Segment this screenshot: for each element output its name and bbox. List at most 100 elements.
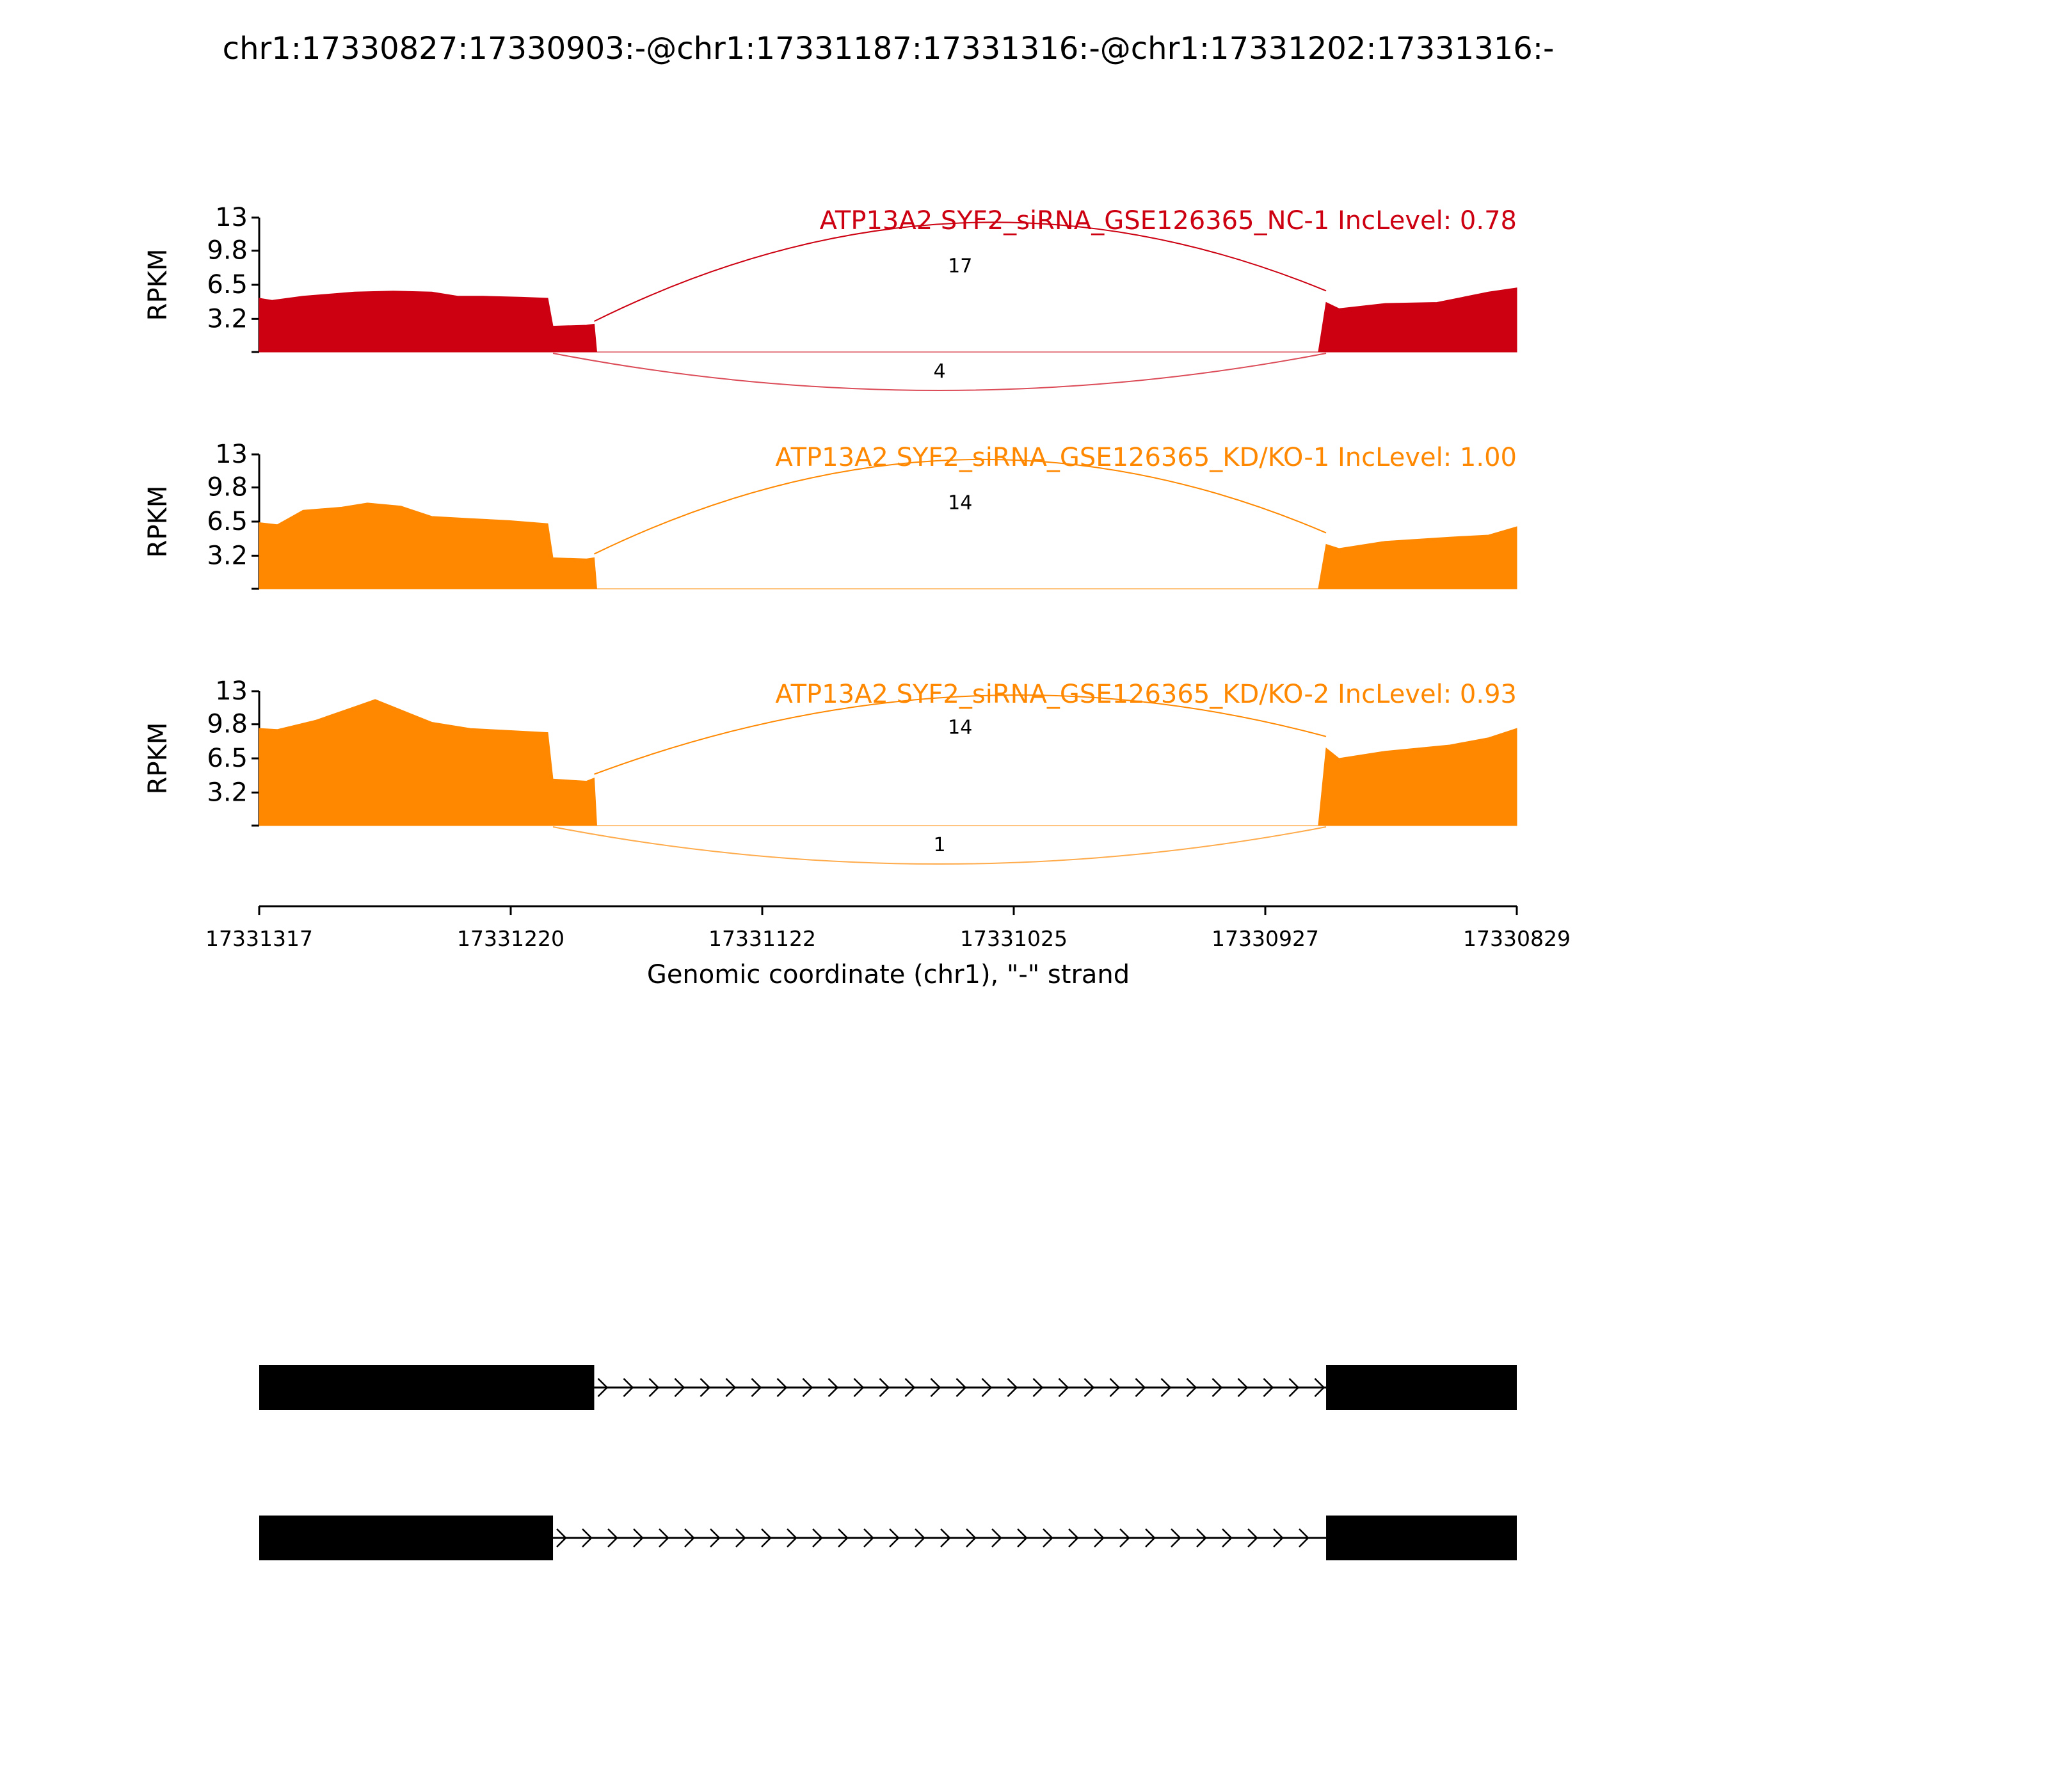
junction-count-label: 14 [948,716,972,739]
x-tick-label: 17331122 [708,926,816,951]
intron-arrow [1068,1528,1079,1548]
x-axis-label: Genomic coordinate (chr1), "-" strand [647,960,1130,989]
y-tick-label: 13 [215,440,248,469]
x-tick-label: 17330829 [1463,926,1571,951]
intron-arrow [582,1528,593,1548]
intron-arrow [684,1528,695,1548]
intron-arrow [828,1378,839,1397]
intron-arrow [802,1378,813,1397]
intron-arrow [1222,1528,1233,1548]
x-tick-label: 17331220 [457,926,564,951]
intron-arrow [597,1378,609,1397]
y-tick-label: 6.5 [207,744,248,773]
junction-arc [552,826,1327,865]
intron-arrow [751,1378,762,1397]
intron-arrow [1043,1528,1053,1548]
coverage-panels: ATP13A2 SYF2_siRNA_GSE126365_NC-1 IncLev… [143,203,1517,865]
y-tick-label: 9.8 [207,473,248,502]
panel-title: ATP13A2 SYF2_siRNA_GSE126365_NC-1 IncLev… [820,206,1517,236]
intron-arrow [863,1528,874,1548]
junction-arc [594,694,1327,775]
intron-arrow [956,1378,967,1397]
junction-count-label: 17 [948,255,972,277]
intron-arrow [1237,1378,1249,1397]
coverage-area [259,287,1517,353]
intron-arrow [853,1378,865,1397]
intron-arrow [1145,1528,1156,1548]
y-axis-label: RPKM [143,249,173,321]
intron-arrow [1196,1528,1207,1548]
intron-arrow [710,1528,721,1548]
intron-arrow [1032,1378,1044,1397]
y-tick-label: 3.2 [207,541,248,570]
intron-arrow [776,1378,788,1397]
intron-arrow [812,1528,823,1548]
exon-block [259,1365,595,1410]
intron-arrow [1247,1528,1258,1548]
intron-arrow [633,1528,644,1548]
intron-arrow [1007,1378,1018,1397]
x-tick-label: 17331025 [960,926,1068,951]
intron-arrow [1273,1528,1284,1548]
intron-arrow [674,1378,685,1397]
y-axis-label: RPKM [143,723,173,795]
intron-arrow [966,1528,977,1548]
intron-arrow [648,1378,660,1397]
y-tick-label: 3.2 [207,304,248,333]
exon-block [259,1516,554,1560]
panel-title: ATP13A2 SYF2_siRNA_GSE126365_KD/KO-1 Inc… [775,443,1517,472]
isoform-track [259,1365,1517,1560]
coverage-panel: ATP13A2 SYF2_siRNA_GSE126365_NC-1 IncLev… [143,203,1517,391]
panel-title: ATP13A2 SYF2_siRNA_GSE126365_KD/KO-2 Inc… [775,680,1517,709]
junction-label-bg [931,253,989,276]
intron-arrow [1109,1378,1121,1397]
junction-label-bg [911,832,969,855]
junction-label-bg [931,490,989,513]
y-tick-label: 9.8 [207,710,248,739]
y-tick-label: 6.5 [207,507,248,536]
intron-arrow [1186,1378,1197,1397]
intron-arrow [1212,1378,1223,1397]
intron-arrow [1314,1378,1325,1397]
intron-arrow [1160,1378,1172,1397]
y-tick-label: 13 [215,203,248,232]
junction-count-label: 1 [933,834,945,856]
coverage-area [259,502,1517,589]
junction-count-label: 14 [948,492,972,515]
x-tick-label: 17331317 [205,926,313,951]
intron-arrow [607,1528,618,1548]
intron-arrow [725,1378,737,1397]
junction-arc [552,353,1327,391]
x-axis: 17331317 17331220 17331122 17331025 17330927… [205,905,1571,951]
intron-arrow [787,1528,797,1548]
intron-arrow [1094,1528,1105,1548]
exon-block [1326,1516,1517,1560]
exon-block [1326,1365,1517,1410]
junction-label-bg [931,714,989,738]
y-tick-label: 6.5 [207,270,248,300]
junction-arc [594,458,1327,555]
intron-arrow [889,1528,900,1548]
intron-arrow [556,1528,567,1548]
intron-arrow [930,1378,941,1397]
intron-arrow [1263,1378,1274,1397]
intron-arrow [761,1528,772,1548]
intron-arrow [838,1528,849,1548]
intron-arrow [1288,1378,1300,1397]
intron-arrow [700,1378,711,1397]
intron-arrow [623,1378,634,1397]
junction-count-label: 4 [933,360,945,383]
intron-arrow [991,1528,1002,1548]
y-tick-label: 3.2 [207,778,248,807]
intron-arrow [981,1378,993,1397]
y-tick-label: 13 [215,676,248,706]
y-axis-label: RPKM [143,486,173,558]
x-tick-label: 17330927 [1212,926,1319,951]
intron-arrow [940,1528,951,1548]
intron-arrow [1058,1378,1069,1397]
intron-arrow [1299,1528,1309,1548]
junction-label-bg [911,358,969,381]
intron-arrow [915,1528,925,1548]
coverage-panel: ATP13A2 SYF2_siRNA_GSE126365_KD/KO-1 Inc… [143,440,1517,590]
